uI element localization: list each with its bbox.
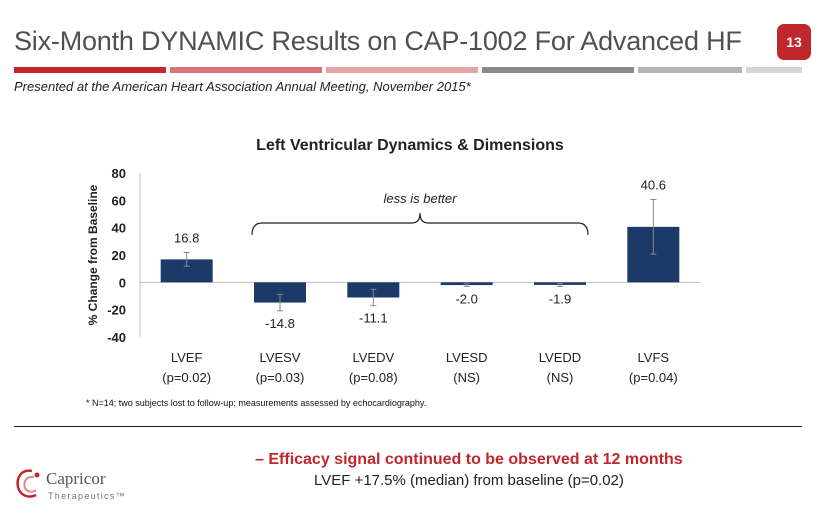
y-tick-label: 80 [112,166,126,181]
brace-annotation [251,212,589,236]
y-tick-label: 20 [112,248,126,263]
x-category-label: LVESV [260,350,301,365]
footnote: * N=14; two subjects lost to follow-up; … [86,398,427,408]
data-label: -11.1 [359,311,388,326]
x-category-label: LVEF [171,350,203,365]
x-pvalue-label: (p=0.02) [162,370,211,385]
y-tick-label: 40 [112,221,126,236]
y-tick-label: 0 [119,275,126,290]
capricor-logo: Capricor Therapeutics™ [14,465,126,507]
bar-lvesv [254,282,306,303]
annotation-less-is-better: less is better [384,191,458,206]
section-divider [14,426,802,427]
bar-lvef [160,259,213,283]
capricor-logo-icon [16,469,40,498]
page-number-badge: 13 [777,24,811,60]
bullet-detail: LVEF +17.5% (median) from baseline (p=0.… [314,472,624,489]
y-tick-label: 60 [112,193,126,208]
data-label: -2.0 [455,291,477,306]
y-tick-label: -40 [107,330,126,345]
data-label: 16.8 [174,231,199,246]
header-rule-3 [326,67,478,73]
x-pvalue-label: (NS) [453,370,480,385]
x-category-label: LVEDV [352,350,394,365]
logo-trademark: ™ [115,491,126,501]
logo-wordmark: Capricor [46,469,106,488]
data-label: -14.8 [265,316,295,331]
x-category-label: LVFS [638,350,670,365]
y-axis-title: % Change from Baseline [86,184,100,325]
logo-subtitle: Therapeutics™ [48,491,126,501]
header-rule-1 [14,67,166,73]
bullet-headline: Efficacy signal continued to be observed… [268,451,683,468]
header-rule-6 [746,67,802,73]
y-tick-label: -20 [107,303,126,318]
x-pvalue-label: (p=0.08) [349,370,398,385]
header-rule-4 [482,67,634,73]
x-pvalue-label: (p=0.04) [629,370,678,385]
header-rule-5 [638,67,742,73]
data-label: 40.6 [641,178,666,193]
chart-title: Left Ventricular Dynamics & Dimensions [256,137,564,154]
x-category-label: LVEDD [539,350,581,365]
x-pvalue-label: (NS) [547,370,574,385]
presentation-subtitle: Presented at the American Heart Associat… [14,79,471,94]
x-category-label: LVESD [446,350,488,365]
header-rule-2 [170,67,322,73]
data-label: -1.9 [549,291,571,306]
efficacy-bullet: – Efficacy signal continued to be observ… [255,451,683,469]
page-title: Six-Month DYNAMIC Results on CAP-1002 Fo… [14,26,742,56]
logo-subtitle-text: Therapeutics [48,491,116,501]
bullet-marker: – [255,451,264,468]
x-pvalue-label: (p=0.03) [256,370,305,385]
